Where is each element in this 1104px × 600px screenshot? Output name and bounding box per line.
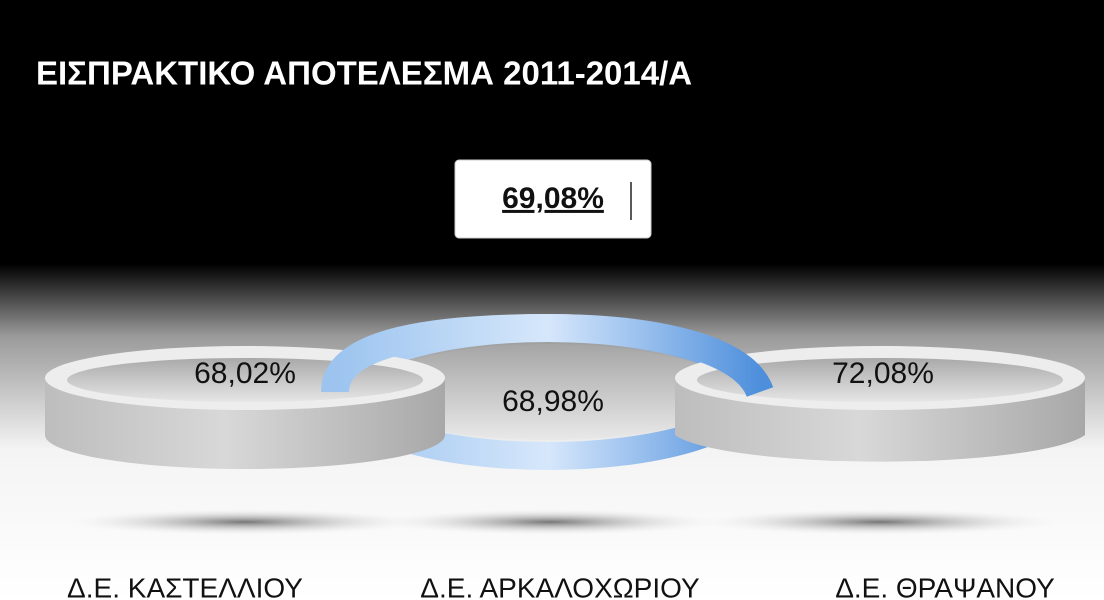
page: ΕΙΣΠΡΑΚΤΙΚΟ ΑΠΟΤΕΛΕΣΜΑ 2011-2014/Α 69,08… [0,0,1104,600]
total-value: 69,08% [502,182,604,215]
slide: ΕΙΣΠΡΑΚΤΙΚΟ ΑΠΟΤΕΛΕΣΜΑ 2011-2014/Α 69,08… [0,0,1104,600]
unit-label: Δ.Ε. ΑΡΚΑΛΟΧΩΡΙΟΥ [420,572,700,600]
shadow [370,508,730,536]
unit-value: 68,02% [194,357,296,390]
unit-value: 72,08% [832,357,934,390]
title: ΕΙΣΠΡΑΚΤΙΚΟ ΑΠΟΤΕΛΕΣΜΑ 2011-2014/Α [36,55,692,92]
unit-label: Δ.Ε. ΘΡΑΨΑΝΟΥ [835,572,1055,600]
shadow [690,508,1070,536]
unit-value: 68,98% [502,385,604,418]
unit-label: Δ.Ε. ΚΑΣΤΕΛΛΙΟΥ [67,572,303,600]
